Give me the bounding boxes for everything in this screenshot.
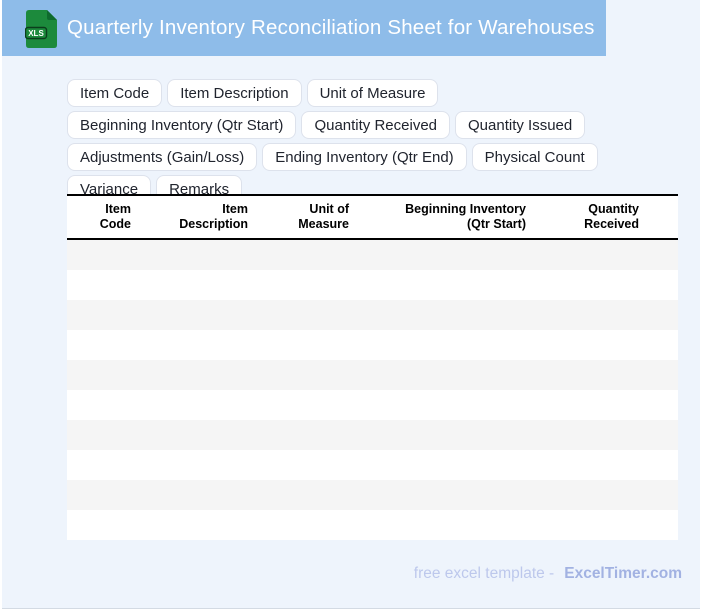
tag-pill[interactable]: Quantity Issued: [455, 111, 586, 139]
tag-pill[interactable]: Adjustments (Gain/Loss): [67, 143, 258, 171]
table-row: [67, 240, 678, 270]
tag-pill[interactable]: Item Description: [167, 79, 302, 107]
table-row: [67, 450, 678, 480]
table-row: [67, 300, 678, 330]
tag-pill[interactable]: Ending Inventory (Qtr End): [262, 143, 467, 171]
column-header: Item Code: [99, 202, 131, 231]
column-tag-list: Item Code Item Description Unit of Measure…: [67, 79, 663, 203]
column-header: Unit of Measure: [298, 202, 349, 231]
table-row: [67, 330, 678, 360]
xls-icon-label: XLS: [28, 29, 44, 38]
footer-text: free excel template -: [413, 565, 555, 582]
table-row: [67, 390, 678, 420]
tag-pill[interactable]: Quantity Received: [301, 111, 451, 139]
column-header: Item Description: [179, 202, 248, 231]
table-body: [67, 240, 678, 540]
table-row: [67, 360, 678, 390]
table-header-row: Item Code Item Description Unit of Measure…: [67, 194, 678, 240]
tag-pill[interactable]: Unit of Measure: [306, 79, 439, 107]
page-title: Quarterly Inventory Reconciliation Sheet…: [67, 16, 595, 39]
footer: free excel template - ExcelTimer.com: [414, 565, 682, 583]
inventory-table: Item Code Item Description Unit of Measure…: [67, 194, 678, 540]
title-banner: XLS Quarterly Inventory Reconciliation S…: [2, 0, 606, 56]
table-row: [67, 420, 678, 450]
xls-file-icon: XLS: [25, 10, 57, 48]
tag-pill[interactable]: Beginning Inventory (Qtr Start): [67, 111, 297, 139]
table-row: [67, 510, 678, 540]
table-row: [67, 270, 678, 300]
table-row: [67, 480, 678, 510]
tag-pill[interactable]: Item Code: [67, 79, 163, 107]
column-header: Beginning Inventory (Qtr Start): [405, 202, 526, 231]
tag-pill[interactable]: Physical Count: [471, 143, 598, 171]
column-header: Quantity Received: [584, 202, 639, 231]
brand-link[interactable]: ExcelTimer.com: [564, 565, 682, 582]
